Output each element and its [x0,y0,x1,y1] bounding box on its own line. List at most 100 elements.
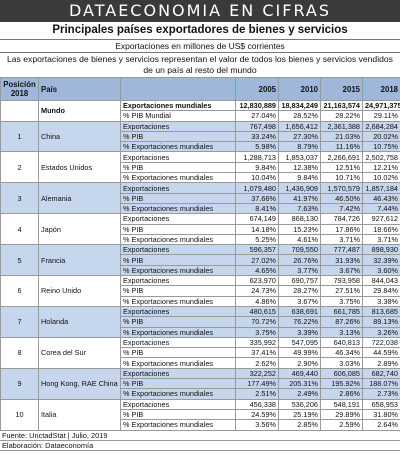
value-cell: 195.92% [320,378,363,390]
rank-cell: 3 [0,182,39,215]
rank-cell: 9 [0,367,39,400]
row-label: % PIB [120,378,236,390]
value-cell: 1,288,713 [235,151,279,163]
value-cell: 70.72% [235,316,279,328]
row-label: % Exportaciones mundiales [120,233,236,246]
row-label: % PIB [120,316,236,328]
year-header: 2010 [278,77,321,101]
country-name: China [38,120,121,153]
rank-cell: 5 [0,244,39,277]
country-row: % PIB 37.66% 41.97% 46.50% 46.43% [1,192,400,204]
row-label: % PIB Mundial [120,110,236,122]
value-cell: 7.42% [320,202,363,215]
row-label: Exportaciones [120,120,236,132]
value-cell: 1,857,184 [362,182,400,194]
row-label: Exportaciones [120,213,236,225]
year-header: 2018 [362,77,400,101]
row-label: % Exportaciones mundiales [120,172,236,184]
value-cell: 46.34% [320,347,363,359]
country-row: 5 Francia Exportaciones 596,357 709,550 777,4… [0,244,400,277]
value-cell: 2,684,284 [362,120,400,132]
value-cell: 87.26% [320,316,363,328]
country-row: 2 Estados Unidos Exportaciones 1,288,713 1,8… [0,151,400,184]
value-cell: 2.85% [278,419,321,431]
country-row: 4 Japón Exportaciones 674,149 868,130 784,726… [0,213,400,246]
position-header: Posición 2018 [0,77,39,101]
value-cell: 7.44% [362,202,400,215]
value-cell: 32.39% [362,254,400,266]
row-label: Exportaciones [120,336,236,349]
value-cell: 777,487 [320,244,363,256]
row-label: % PIB [120,192,236,204]
value-cell: 3.13% [320,326,363,338]
row-label: % Exportaciones mundiales [120,419,236,431]
value-cell: 548,191 [320,398,363,410]
value-cell: 7.63% [278,202,321,215]
value-cell: 722,038 [362,336,400,349]
value-cell: 3.67% [320,264,363,277]
value-cell: 3.75% [320,295,363,307]
value-cell: 322,252 [235,367,279,380]
value-cell: 5.25% [235,233,279,246]
value-cell: 25.19% [278,408,321,421]
value-cell: 49.99% [278,347,321,359]
row-label: % Exportaciones mundiales [120,141,236,153]
value-cell: 12.21% [362,161,400,174]
value-cell: 10.71% [320,172,363,184]
country-row: % Exportaciones mundiales 2.51% 2.49% 2.86%… [1,388,400,400]
value-cell: 12.51% [320,161,363,174]
country-name: Reino Unido [38,275,121,307]
value-cell: 29.84% [362,285,400,297]
value-cell: 480,615 [235,305,279,318]
row-label: % Exportaciones mundiales [120,357,236,369]
country-row: 8 Corea del Sur Exportaciones 335,992 547,09… [0,336,400,369]
value-cell: 20.02% [362,130,400,143]
value-cell: 2.59% [320,419,363,431]
row-label: % PIB [120,130,236,143]
value-cell: 690,757 [278,275,321,287]
value-cell: 3.71% [320,233,363,246]
value-cell: 640,813 [320,336,363,349]
value-cell: 682,740 [362,367,400,380]
value-cell: 28.52% [278,110,321,122]
value-cell: 2.64% [362,419,400,431]
value-cell: 33.24% [235,130,279,143]
value-cell: 44.59% [362,347,400,359]
value-cell: 5.98% [235,141,279,153]
rank-cell: 8 [0,336,39,369]
row-label: % Exportaciones mundiales [120,295,236,307]
country-row: 1 China Exportaciones 767,498 1,656,412 2,361… [0,120,400,153]
country-row: 7 Holanda Exportaciones 480,615 638,691 661,7… [0,305,400,338]
value-cell: 784,726 [320,213,363,225]
value-cell: 3.67% [278,295,321,307]
value-cell: 29.89% [320,408,363,421]
value-cell: 793,958 [320,275,363,287]
row-label: % Exportaciones mundiales [120,326,236,338]
value-cell: 3.03% [320,357,363,369]
row-label: % Exportaciones mundiales [120,388,236,400]
row-label: Exportaciones [120,244,236,256]
value-cell: 46.43% [362,192,400,204]
units-note: Exportaciones en millones de US$ corrien… [0,39,400,53]
row-label: % PIB [120,285,236,297]
country-name: Francia [38,244,121,277]
row-label: Exportaciones [120,305,236,318]
value-cell: 177.49% [235,378,279,390]
country-row: % Exportaciones mundiales 3.56% 2.85% 2.59%… [1,419,400,431]
table-header: Posición 2018 País 2005 2010 2015 2018 [0,77,400,101]
value-cell: 46.50% [320,192,363,204]
value-cell: 3.38% [362,295,400,307]
value-cell: 31.93% [320,254,363,266]
world-row: % PIB Mundial 27.04% 28.52% 28.22% 29.11% [1,110,400,122]
value-cell: 1,436,909 [278,182,321,194]
value-cell: 10.04% [235,172,279,184]
value-cell: 606,085 [320,367,363,380]
value-cell: 18.66% [362,223,400,235]
value-cell: 3.56% [235,419,279,431]
country-row: % Exportaciones mundiales 3.75% 3.39% 3.13%… [1,326,400,338]
value-cell: 709,550 [278,244,321,256]
value-cell: 15.23% [278,223,321,235]
value-cell: 3.75% [235,326,279,338]
value-cell: 623,970 [235,275,279,287]
